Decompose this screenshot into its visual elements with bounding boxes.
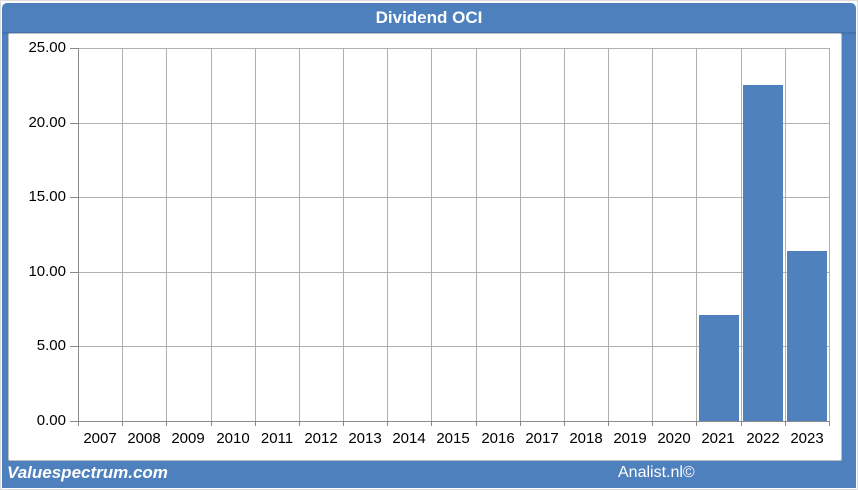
x-axis-tick	[211, 421, 212, 426]
y-axis-label: 20.00	[28, 114, 66, 131]
x-axis-tick	[122, 421, 123, 426]
x-axis-tick	[476, 421, 477, 426]
x-axis-label: 2015	[436, 430, 470, 447]
gridline-vertical	[476, 48, 477, 421]
x-axis-tick	[255, 421, 256, 426]
footer-credit: Analist.nl©	[618, 464, 695, 481]
gridline-horizontal	[78, 197, 830, 198]
x-axis-label: 2009	[171, 430, 205, 447]
x-axis-label: 2023	[790, 430, 824, 447]
x-axis-label: 2011	[260, 430, 294, 447]
x-axis-label: 2008	[127, 430, 161, 447]
x-axis-tick	[785, 421, 786, 426]
y-axis-label: 5.00	[36, 337, 66, 354]
x-axis-label: 2010	[216, 430, 250, 447]
x-axis-label: 2017	[525, 430, 559, 447]
x-axis-label: 2016	[481, 430, 515, 447]
x-axis-tick	[608, 421, 609, 426]
gridline-vertical	[431, 48, 432, 421]
gridline-vertical	[608, 48, 609, 421]
gridline-vertical	[166, 48, 167, 421]
y-axis-label: 25.00	[28, 39, 66, 56]
x-axis-tick	[166, 421, 167, 426]
gridline-vertical	[122, 48, 123, 421]
y-axis-tick	[70, 421, 78, 422]
x-axis-label: 2022	[746, 430, 780, 447]
gridline-vertical	[652, 48, 653, 421]
plot-area: 0.00 5.00 10.00 15.00 20.00 25.00 2007 2008 2009…	[8, 33, 842, 461]
bar-2021	[699, 315, 739, 421]
y-axis-tick	[70, 48, 78, 49]
x-axis-line	[78, 421, 830, 422]
x-axis-tick	[343, 421, 344, 426]
x-axis-label: 2020	[657, 430, 691, 447]
gridline-vertical	[520, 48, 521, 421]
x-axis-tick	[564, 421, 565, 426]
x-axis-tick	[387, 421, 388, 426]
gridline-horizontal	[78, 272, 830, 273]
x-axis-tick	[431, 421, 432, 426]
y-axis-tick	[70, 123, 78, 124]
y-axis-label: 0.00	[36, 412, 66, 429]
gridline-vertical	[78, 48, 79, 421]
x-axis-tick	[696, 421, 697, 426]
bar-2022	[743, 85, 783, 421]
x-axis-label: 2013	[348, 430, 382, 447]
gridline-vertical	[387, 48, 388, 421]
gridline-vertical	[696, 48, 697, 421]
gridline-vertical	[343, 48, 344, 421]
gridline-vertical	[829, 48, 830, 421]
gridline-vertical	[299, 48, 300, 421]
gridline-horizontal	[78, 48, 830, 49]
bar-2023	[787, 251, 827, 421]
y-axis-label: 15.00	[28, 188, 66, 205]
x-axis-label: 2018	[569, 430, 603, 447]
x-axis-tick	[829, 421, 830, 426]
x-axis-label: 2007	[83, 430, 117, 447]
footer-brand: Valuespectrum.com	[7, 463, 168, 482]
x-axis-tick	[299, 421, 300, 426]
x-axis-tick	[78, 421, 79, 426]
gridline-vertical	[255, 48, 256, 421]
gridline-vertical	[785, 48, 786, 421]
y-axis-tick	[70, 197, 78, 198]
y-axis-tick	[70, 346, 78, 347]
x-axis-tick	[520, 421, 521, 426]
x-axis-label: 2019	[613, 430, 647, 447]
x-axis-tick	[741, 421, 742, 426]
chart-title: Dividend OCI	[375, 8, 483, 27]
y-axis-label: 10.00	[28, 263, 66, 280]
gridline-horizontal	[78, 123, 830, 124]
x-axis-tick	[652, 421, 653, 426]
gridline-vertical	[211, 48, 212, 421]
y-axis-tick	[70, 272, 78, 273]
gridline-horizontal	[78, 346, 830, 347]
gridline-vertical	[741, 48, 742, 421]
gridline-vertical	[564, 48, 565, 421]
x-axis-label: 2014	[392, 430, 426, 447]
x-axis-label: 2012	[304, 430, 338, 447]
x-axis-label: 2021	[701, 430, 735, 447]
